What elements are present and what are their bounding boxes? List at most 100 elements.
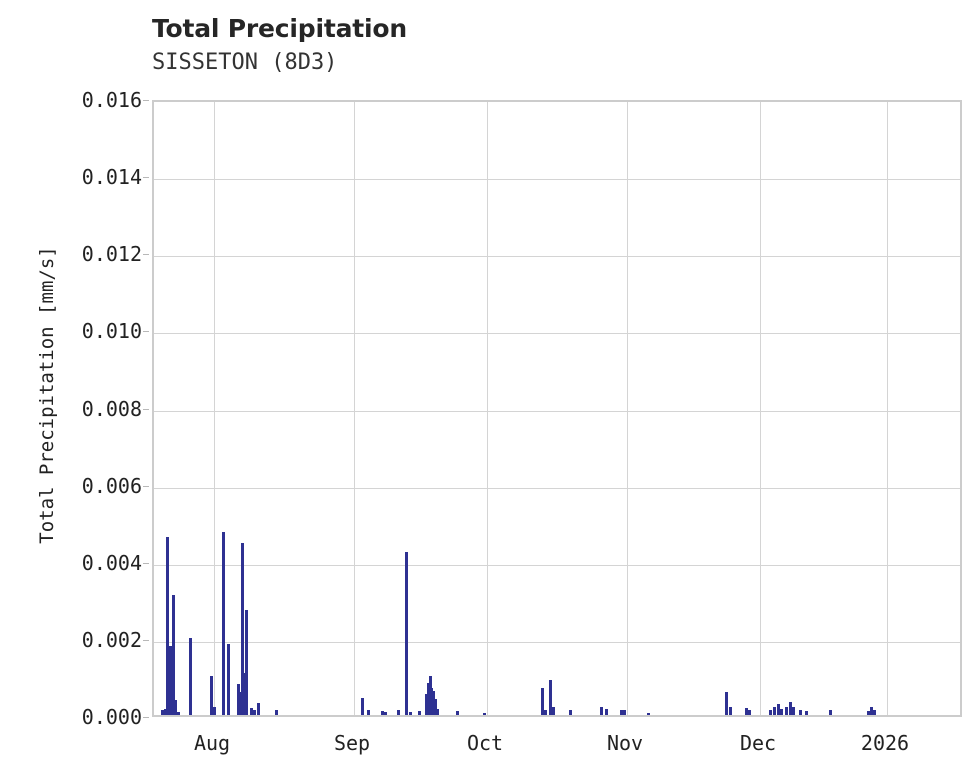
bar xyxy=(622,710,626,715)
bar xyxy=(256,703,260,715)
bar xyxy=(426,683,430,715)
gridline-horizontal xyxy=(154,487,960,489)
gridline-vertical xyxy=(487,102,488,715)
y-axis-tick-label: 0.008 xyxy=(81,396,142,421)
y-axis-tick-label: 0.016 xyxy=(81,88,142,112)
bar xyxy=(772,706,776,715)
chart-subtitle: SISSETON (8D3) xyxy=(152,50,338,75)
bar xyxy=(866,711,870,715)
bar xyxy=(226,643,230,715)
x-axis-tick-label: Nov xyxy=(606,731,644,755)
bar xyxy=(171,595,175,715)
bar xyxy=(242,672,246,715)
gridline-horizontal xyxy=(154,564,960,566)
y-axis-tick-label: 0.000 xyxy=(81,705,142,729)
bar xyxy=(747,709,751,715)
bar xyxy=(788,701,792,715)
y-axis-tick-mark xyxy=(143,717,149,718)
bar xyxy=(604,708,608,715)
x-axis-tick-label: 2026 xyxy=(860,731,910,755)
bar xyxy=(163,708,167,715)
y-axis-tick-label: 0.010 xyxy=(81,319,142,344)
y-axis-tick-mark xyxy=(143,177,149,179)
x-axis-tick-label: Oct xyxy=(466,731,504,755)
x-axis-tick-label: Dec xyxy=(739,731,777,755)
y-axis-tick-label: 0.014 xyxy=(81,165,142,190)
bar xyxy=(160,710,164,715)
gridline-horizontal xyxy=(154,410,960,412)
gridline-vertical xyxy=(887,102,888,715)
bar xyxy=(619,709,623,715)
bar xyxy=(784,706,788,715)
gridline-horizontal xyxy=(154,641,960,643)
y-axis-tick-label: 0.002 xyxy=(81,627,142,652)
gridline-vertical xyxy=(760,102,761,715)
y-axis-tick-mark xyxy=(143,331,149,333)
bar xyxy=(360,697,364,715)
y-axis-label: Total Precipitation [mm/s] xyxy=(36,246,58,544)
bar xyxy=(383,711,387,715)
x-axis-tick-label: Sep xyxy=(333,731,371,755)
bar xyxy=(779,708,783,715)
bar xyxy=(252,709,256,715)
bar xyxy=(828,710,832,715)
bar xyxy=(396,710,400,715)
bar xyxy=(424,693,428,715)
bar xyxy=(724,691,728,715)
bar xyxy=(176,711,180,715)
bar xyxy=(435,708,439,715)
bar xyxy=(238,691,242,715)
bar xyxy=(274,710,278,715)
bar xyxy=(433,698,437,715)
bar xyxy=(380,711,384,715)
bar xyxy=(599,707,603,715)
bar xyxy=(165,536,169,715)
gridline-vertical xyxy=(354,102,355,715)
bar xyxy=(728,707,732,715)
bar xyxy=(173,699,177,715)
bar xyxy=(209,676,213,715)
bar xyxy=(482,713,486,715)
plot-area xyxy=(152,100,962,717)
y-axis-tick-label: 0.012 xyxy=(81,242,142,267)
bar xyxy=(551,706,555,715)
bar xyxy=(744,708,748,715)
bar xyxy=(872,709,876,715)
bar xyxy=(776,704,780,715)
y-axis-tick-mark xyxy=(143,639,149,641)
y-axis-tick-label: 0.004 xyxy=(81,550,142,575)
bar xyxy=(249,708,253,715)
bar xyxy=(869,706,873,715)
gridline-horizontal xyxy=(154,179,960,181)
y-axis-tick-label: 0.006 xyxy=(81,473,142,498)
bar xyxy=(188,637,192,715)
bar xyxy=(804,711,808,715)
bar xyxy=(768,710,772,715)
bar xyxy=(431,691,435,715)
chart-title: Total Precipitation xyxy=(152,14,407,43)
bar xyxy=(798,709,802,715)
bar xyxy=(168,645,172,715)
y-axis-tick-mark xyxy=(143,408,149,410)
gridline-vertical xyxy=(214,102,215,715)
bar xyxy=(568,710,572,715)
bar xyxy=(212,706,216,715)
bar xyxy=(791,707,795,715)
bar xyxy=(646,712,650,715)
bar xyxy=(366,710,370,715)
bar xyxy=(455,711,459,715)
bar xyxy=(540,688,544,715)
y-axis-tick-mark xyxy=(143,254,149,256)
y-axis-tick-mark xyxy=(143,100,149,101)
bar xyxy=(236,684,240,715)
gridline-vertical xyxy=(627,102,628,715)
bar xyxy=(543,709,547,715)
bar xyxy=(221,532,225,715)
bar xyxy=(240,543,244,715)
bar xyxy=(548,679,552,715)
y-axis-tick-mark xyxy=(143,562,149,564)
y-axis-tick-mark xyxy=(143,485,149,487)
gridline-horizontal xyxy=(154,256,960,258)
bar xyxy=(429,688,433,715)
